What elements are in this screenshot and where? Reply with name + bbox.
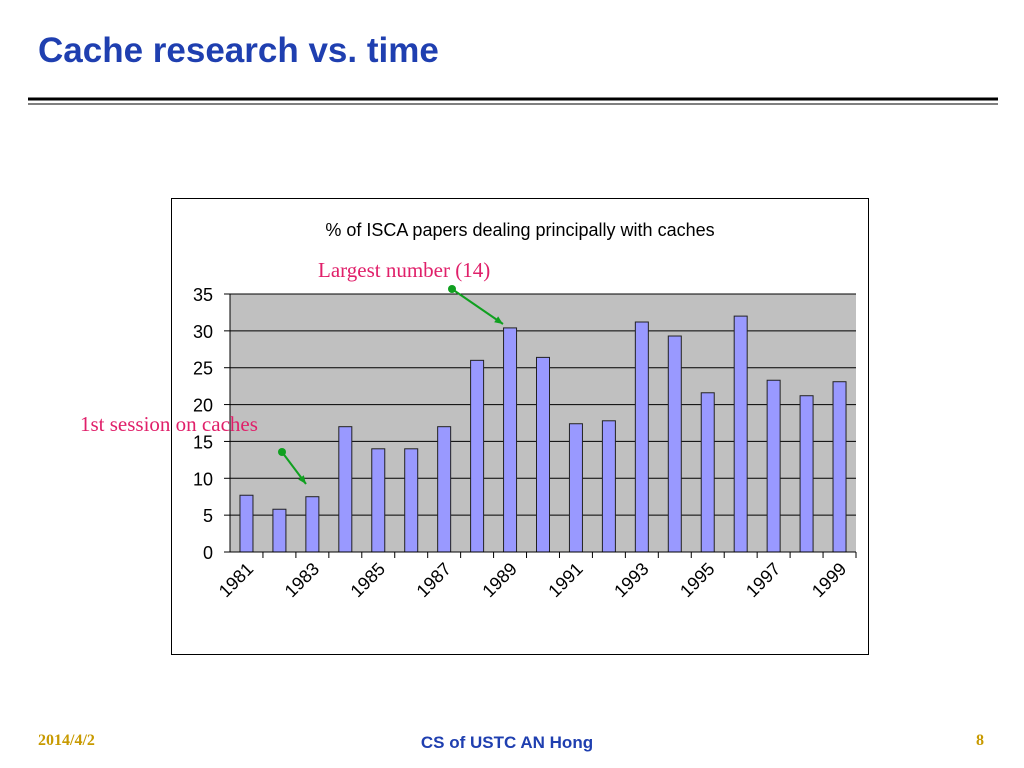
- y-tick-label: 20: [193, 396, 213, 416]
- annotation-arrowhead: [494, 316, 503, 324]
- bar: [371, 448, 386, 553]
- bar: [601, 420, 616, 553]
- footer-date: 2014/4/2: [38, 732, 95, 749]
- bar: [305, 496, 320, 553]
- y-tick-label: 15: [193, 432, 213, 452]
- annotation-arrow: [451, 288, 504, 325]
- bar: [503, 327, 518, 553]
- annotation-dot: [448, 285, 456, 293]
- bar: [437, 426, 452, 553]
- y-tick-label: 35: [193, 285, 213, 305]
- annotation: 1st session on caches: [80, 412, 258, 436]
- bar: [700, 392, 715, 553]
- bar: [404, 448, 419, 553]
- bar: [338, 426, 353, 553]
- y-tick-label: 5: [203, 506, 213, 526]
- bar: [536, 356, 550, 553]
- y-tick-label: 30: [193, 322, 213, 342]
- bar: [568, 423, 583, 553]
- bar: [832, 381, 847, 553]
- footer-center: CS of USTC AN Hong: [421, 733, 593, 752]
- y-tick-label: 10: [193, 469, 213, 489]
- annotation: Largest number (14): [318, 258, 490, 282]
- bar: [239, 494, 254, 553]
- y-tick-label: 25: [193, 359, 213, 379]
- y-tick-label: 0: [203, 543, 213, 563]
- annotation-arrowhead: [298, 475, 306, 484]
- bar: [470, 359, 485, 553]
- bar: [667, 335, 682, 553]
- annotation-dot: [278, 448, 286, 456]
- footer-page: 8: [976, 732, 984, 749]
- bar: [272, 508, 287, 553]
- bar: [766, 379, 781, 553]
- chart-title: % of ISCA papers dealing principally wit…: [325, 220, 714, 240]
- bar: [733, 315, 748, 553]
- bar: [634, 321, 649, 553]
- bar: [799, 395, 814, 553]
- slide-title: Cache research vs. time: [38, 31, 439, 70]
